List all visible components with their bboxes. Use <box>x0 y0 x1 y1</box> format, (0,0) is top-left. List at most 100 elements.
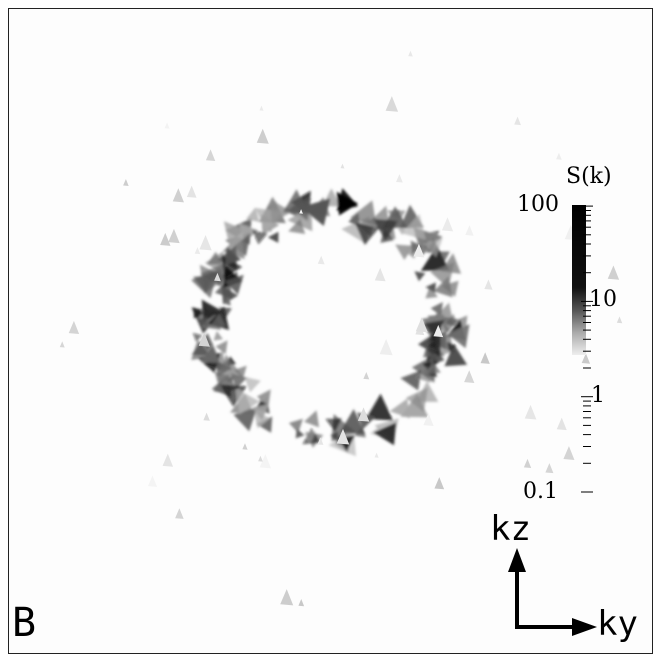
ring-speckle <box>444 343 468 367</box>
background-speckle <box>336 428 350 445</box>
ring-speckle <box>219 358 232 371</box>
ring-speckle <box>336 188 359 211</box>
ring-speckle <box>424 358 441 375</box>
ring-speckle <box>421 320 445 342</box>
background-speckle <box>258 455 263 462</box>
ring-speckle <box>236 231 244 240</box>
kz-axis-label: kz <box>490 509 531 549</box>
background-speckle <box>524 404 537 420</box>
background-speckle <box>480 352 490 364</box>
background-speckle <box>379 338 393 356</box>
ring-speckle <box>288 418 303 433</box>
background-speckle <box>433 324 444 338</box>
ring-speckle <box>267 231 279 243</box>
background-speckle <box>374 267 386 282</box>
ring-speckle <box>304 431 316 443</box>
ring-speckle <box>200 346 220 363</box>
ring-speckle <box>410 240 423 254</box>
ring-speckle <box>414 271 426 282</box>
ring-speckle <box>400 393 429 418</box>
background-speckle <box>408 50 413 57</box>
ring-speckle <box>295 428 305 439</box>
ring-speckle <box>223 221 252 250</box>
background-speckle <box>374 452 379 458</box>
colorbar-ticks <box>581 205 593 493</box>
background-speckle <box>523 458 532 468</box>
ring-speckle <box>213 331 223 341</box>
ring-speckle <box>397 228 406 235</box>
background-speckle <box>59 341 65 348</box>
background-speckle <box>68 320 80 334</box>
background-speckle <box>259 454 272 469</box>
ring-speckle <box>192 332 203 342</box>
ring-speckle <box>234 365 247 379</box>
scattering-pattern <box>59 50 623 607</box>
ring-speckle <box>225 247 242 266</box>
background-speckle <box>357 407 370 422</box>
background-speckle <box>299 209 303 214</box>
background-speckle <box>162 453 174 467</box>
ring-speckle <box>256 416 273 433</box>
background-speckle <box>317 255 325 265</box>
ring-speckle <box>430 302 443 316</box>
ring-speckle <box>219 384 247 408</box>
background-speckle <box>317 437 324 445</box>
background-speckle <box>484 279 493 290</box>
ring-speckle <box>218 307 232 319</box>
ring-speckle <box>213 382 224 394</box>
background-speckle <box>160 232 171 246</box>
background-speckle <box>205 149 216 162</box>
ring-speckle <box>387 210 406 226</box>
colorbar-tick-label-1: 1 <box>591 383 605 408</box>
background-speckle <box>123 179 129 186</box>
background-speckle <box>203 412 210 421</box>
background-speckle <box>164 122 170 129</box>
background-speckle <box>198 332 210 347</box>
ring-speckle <box>416 381 439 402</box>
background-speckle <box>340 163 345 169</box>
ky-arrow-head <box>572 618 597 636</box>
ring-speckle <box>210 313 225 327</box>
ring-speckle <box>215 340 228 355</box>
background-speckle <box>199 235 212 251</box>
ring-speckle <box>304 410 320 428</box>
ring-speckle <box>221 285 239 305</box>
background-speckle <box>423 413 434 426</box>
background-speckle <box>413 243 425 258</box>
scattering-image-frame <box>8 8 653 654</box>
colorbar-title: S(k) <box>566 164 612 189</box>
background-speckle <box>214 272 221 282</box>
background-speckle <box>396 174 403 183</box>
background-speckle <box>563 446 575 460</box>
background-speckle <box>280 589 294 606</box>
background-speckle <box>514 116 521 126</box>
ring-speckle <box>256 389 271 406</box>
ring-speckle <box>193 307 204 319</box>
ring-speckle <box>430 262 455 289</box>
ring-speckle <box>198 316 208 327</box>
ring-speckle <box>350 200 377 227</box>
colorbar-tick-label-0-1: 0.1 <box>523 479 558 504</box>
background-speckle <box>545 463 554 474</box>
background-speckle <box>581 353 591 364</box>
ring-speckle <box>415 365 432 383</box>
ring-speckle <box>330 431 339 441</box>
background-speckle <box>616 316 623 324</box>
ring-speckle <box>423 237 443 258</box>
ring-speckle <box>200 262 225 288</box>
background-speckle <box>298 599 305 607</box>
ring-speckle <box>373 422 397 446</box>
ky-axis-label: ky <box>597 604 638 644</box>
ring-speckle <box>439 316 459 334</box>
ring-speckle <box>325 418 342 432</box>
background-speckle <box>465 225 474 236</box>
scattering-ring <box>191 188 470 457</box>
background-speckle <box>434 477 445 490</box>
ring-speckle <box>366 393 394 421</box>
background-speckle <box>607 265 620 280</box>
background-speckle <box>415 317 428 333</box>
ring-speckle <box>224 376 234 385</box>
background-speckle <box>175 508 184 519</box>
ring-speckle <box>402 213 426 240</box>
background-speckle <box>363 372 370 380</box>
